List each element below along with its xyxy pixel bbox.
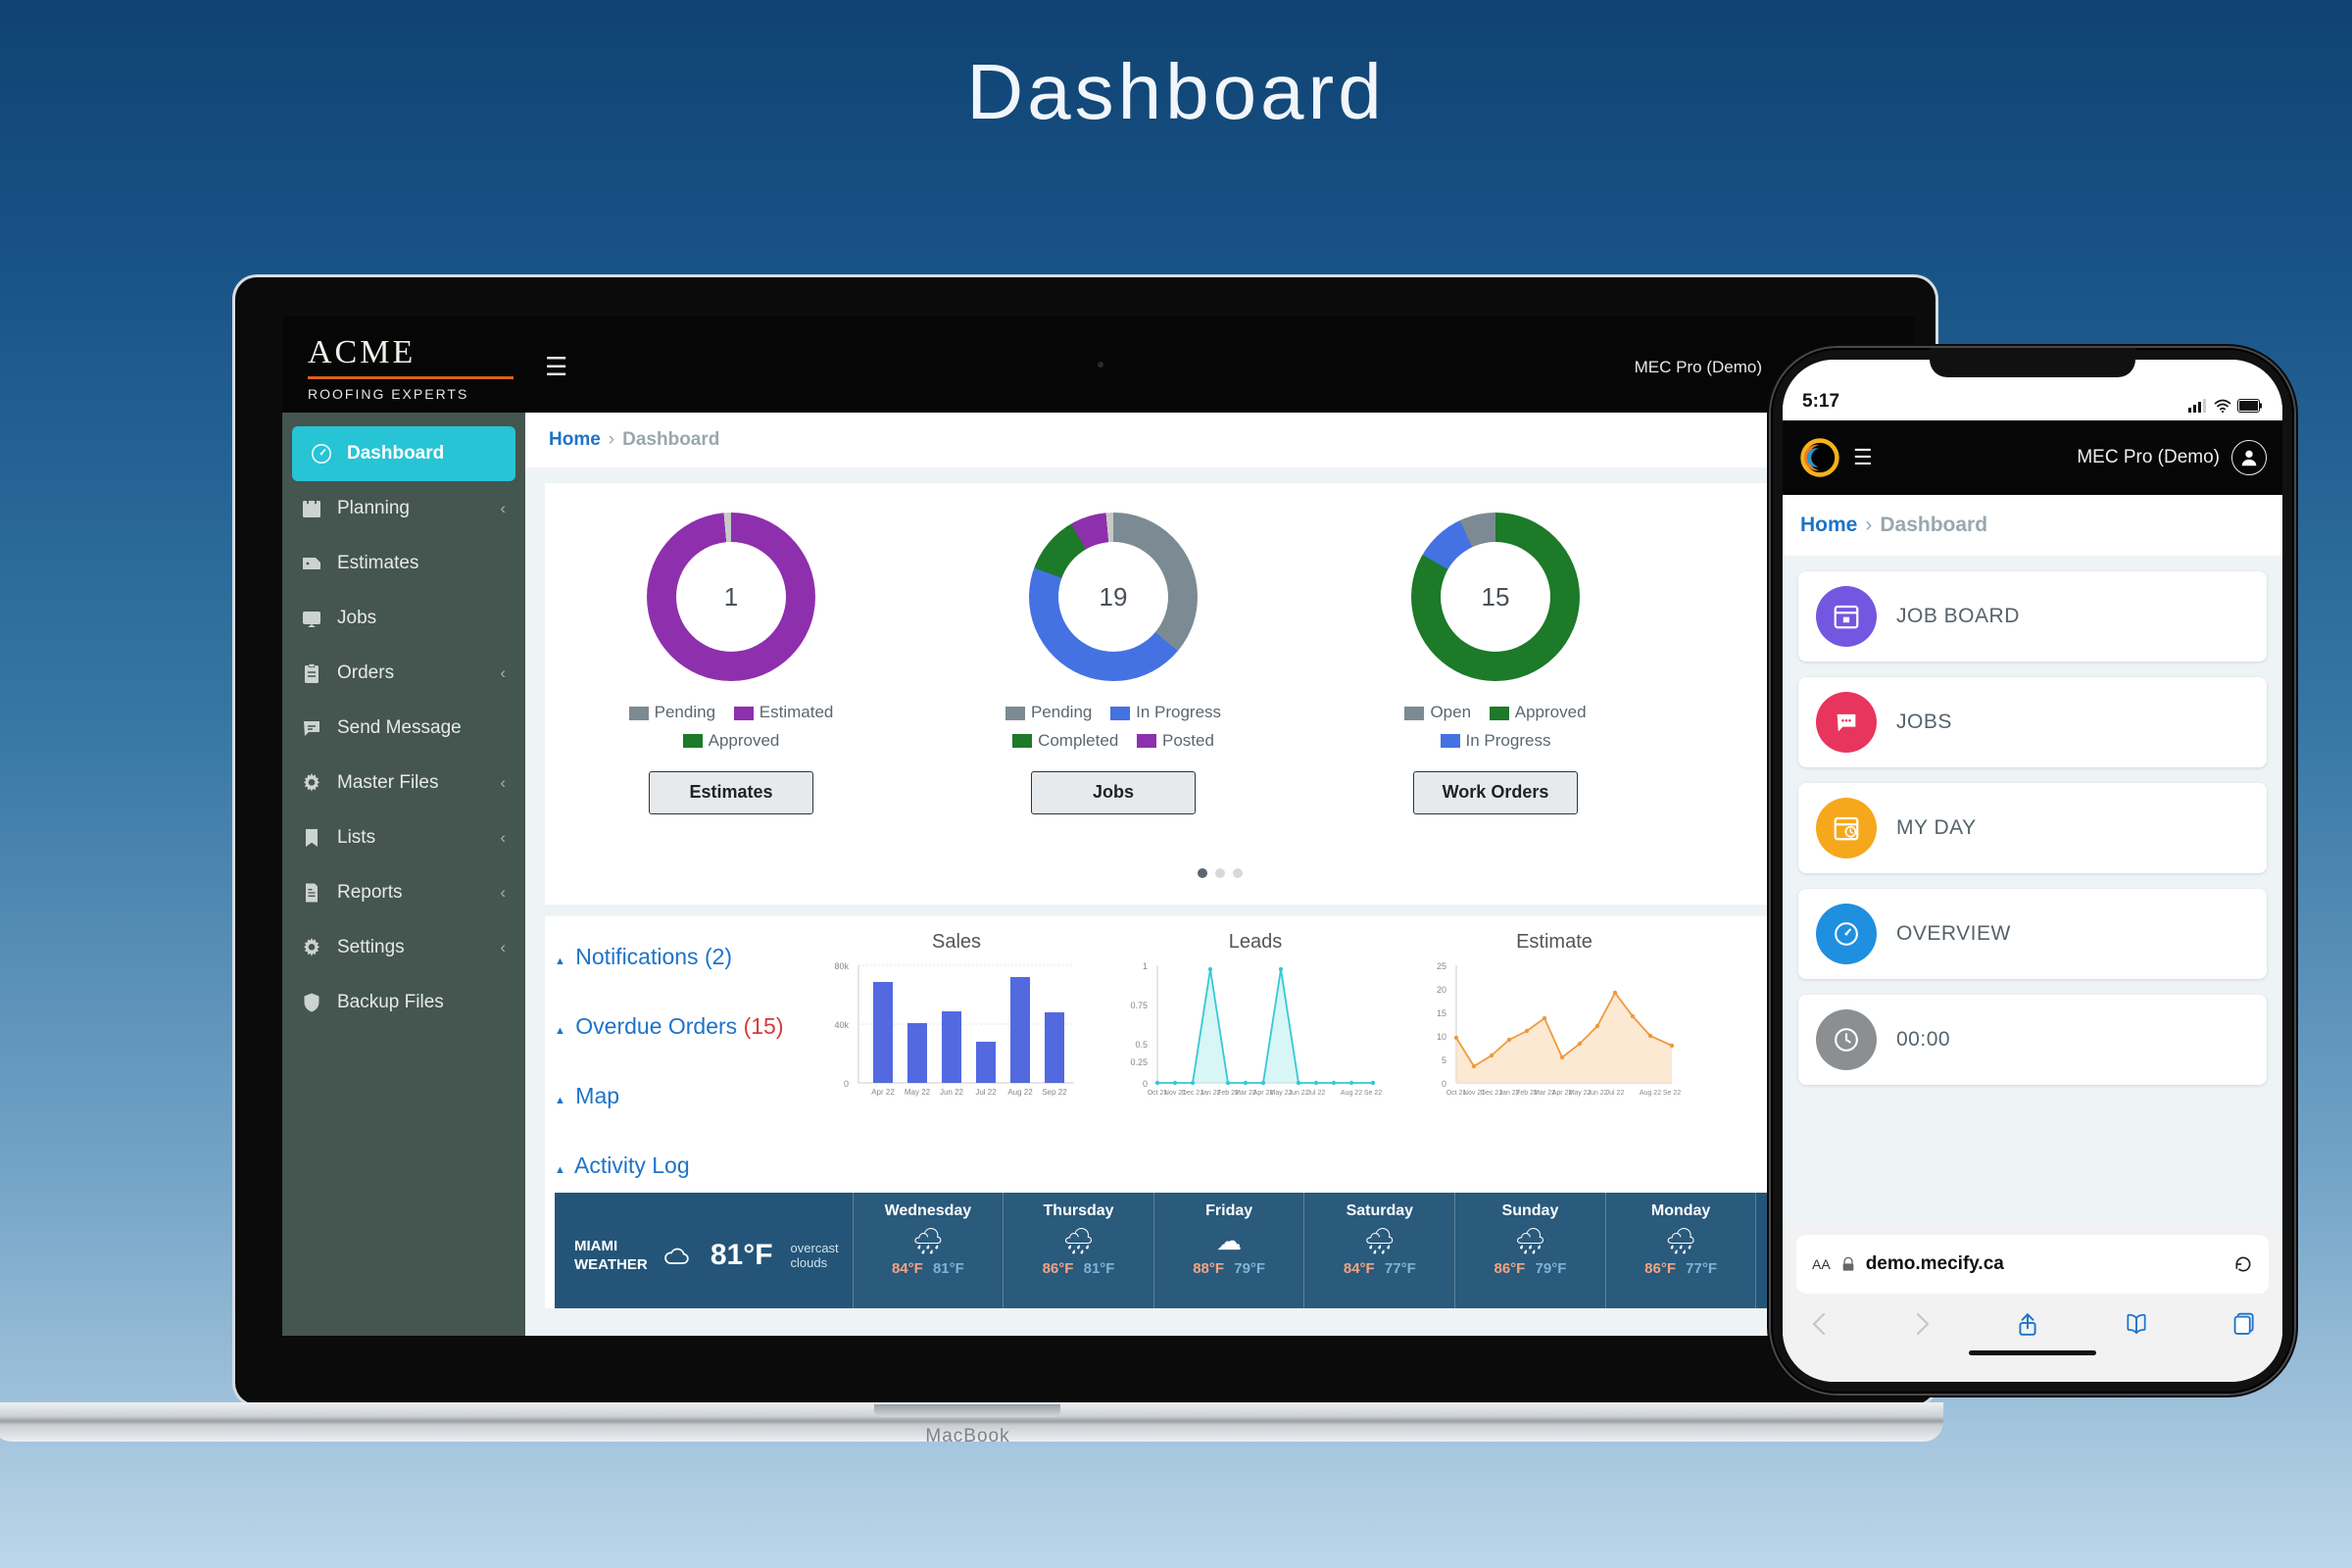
svg-text:Jun 22: Jun 22 bbox=[940, 1088, 964, 1097]
svg-text:0: 0 bbox=[1143, 1079, 1148, 1089]
svg-text:Se 22: Se 22 bbox=[1663, 1090, 1681, 1097]
svg-text:Aug 22: Aug 22 bbox=[1341, 1090, 1362, 1097]
svg-text:Jul 22: Jul 22 bbox=[1606, 1090, 1625, 1097]
svg-text:Jun 22: Jun 22 bbox=[1288, 1090, 1308, 1097]
svg-text:Aug 22: Aug 22 bbox=[1640, 1090, 1661, 1097]
svg-text:Aug 22: Aug 22 bbox=[1007, 1088, 1033, 1097]
svg-text:25: 25 bbox=[1437, 961, 1446, 971]
svg-text:0.25: 0.25 bbox=[1130, 1057, 1148, 1067]
svg-text:Se 22: Se 22 bbox=[1364, 1090, 1382, 1097]
svg-text:15: 15 bbox=[1437, 1008, 1446, 1018]
svg-text:May 22: May 22 bbox=[905, 1088, 931, 1097]
svg-text:Jul 22: Jul 22 bbox=[1307, 1090, 1326, 1097]
svg-text:40k: 40k bbox=[834, 1020, 849, 1030]
svg-text:Apr 22: Apr 22 bbox=[871, 1088, 895, 1097]
svg-text:80k: 80k bbox=[834, 961, 849, 971]
svg-text:5: 5 bbox=[1442, 1055, 1446, 1065]
svg-text:0: 0 bbox=[844, 1079, 849, 1089]
svg-text:Sep 22: Sep 22 bbox=[1042, 1088, 1067, 1097]
svg-text:0: 0 bbox=[1442, 1079, 1446, 1089]
svg-text:10: 10 bbox=[1437, 1032, 1446, 1042]
svg-text:0.75: 0.75 bbox=[1130, 1001, 1148, 1010]
svg-text:20: 20 bbox=[1437, 985, 1446, 995]
svg-text:Jun 22: Jun 22 bbox=[1587, 1090, 1607, 1097]
svg-text:Jul 22: Jul 22 bbox=[975, 1088, 997, 1097]
svg-text:0.5: 0.5 bbox=[1135, 1040, 1148, 1050]
svg-text:1: 1 bbox=[1143, 961, 1148, 971]
